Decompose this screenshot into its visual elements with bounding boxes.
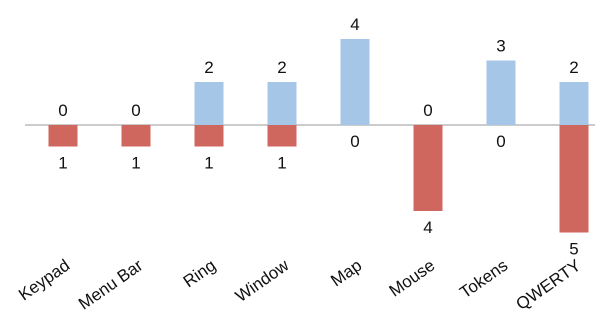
bar-up-map: [340, 39, 370, 125]
value-label-down-map: 0: [350, 132, 359, 151]
value-label-down-mouse: 4: [423, 218, 432, 237]
value-label-up-menu-bar: 0: [131, 101, 140, 120]
value-label-down-window: 1: [277, 154, 286, 173]
category-label-tokens: Tokens: [456, 256, 511, 302]
category-label-keypad: Keypad: [15, 256, 73, 305]
value-label-up-ring: 2: [204, 58, 213, 77]
category-label-ring: Ring: [180, 256, 220, 292]
category-label-map: Map: [327, 256, 365, 291]
value-label-up-map: 4: [350, 15, 359, 34]
value-label-down-ring: 1: [204, 154, 213, 173]
bar-down-window: [267, 125, 297, 147]
bar-down-ring: [194, 125, 224, 147]
value-label-up-tokens: 3: [496, 37, 505, 56]
bars-group: [48, 39, 589, 233]
bar-up-qwerty: [559, 82, 589, 125]
category-label-menu-bar: Menu Bar: [75, 256, 147, 314]
category-label-qwerty: QWERTY: [513, 256, 585, 314]
bar-down-keypad: [48, 125, 78, 147]
bar-up-ring: [194, 82, 224, 125]
bar-down-qwerty: [559, 125, 589, 233]
bar-up-tokens: [486, 60, 516, 125]
bar-up-window: [267, 82, 297, 125]
category-label-mouse: Mouse: [386, 256, 439, 301]
value-label-down-tokens: 0: [496, 132, 505, 151]
value-label-up-qwerty: 2: [569, 58, 578, 77]
value-label-up-window: 2: [277, 58, 286, 77]
value-label-down-qwerty: 5: [569, 240, 578, 259]
value-label-down-menu-bar: 1: [131, 154, 140, 173]
value-labels-group: 0 1 0 1 2 1 2 1 4 0 0 4 3 0 2 5: [58, 15, 578, 259]
category-labels-group: Keypad Menu Bar Ring Window Map Mouse Tokens QW…: [15, 255, 584, 314]
value-label-up-mouse: 0: [423, 101, 432, 120]
category-label-window: Window: [232, 255, 293, 306]
value-label-down-keypad: 1: [58, 154, 67, 173]
bar-down-mouse: [413, 125, 443, 211]
bar-down-menu-bar: [121, 125, 151, 147]
value-label-up-keypad: 0: [58, 101, 67, 120]
